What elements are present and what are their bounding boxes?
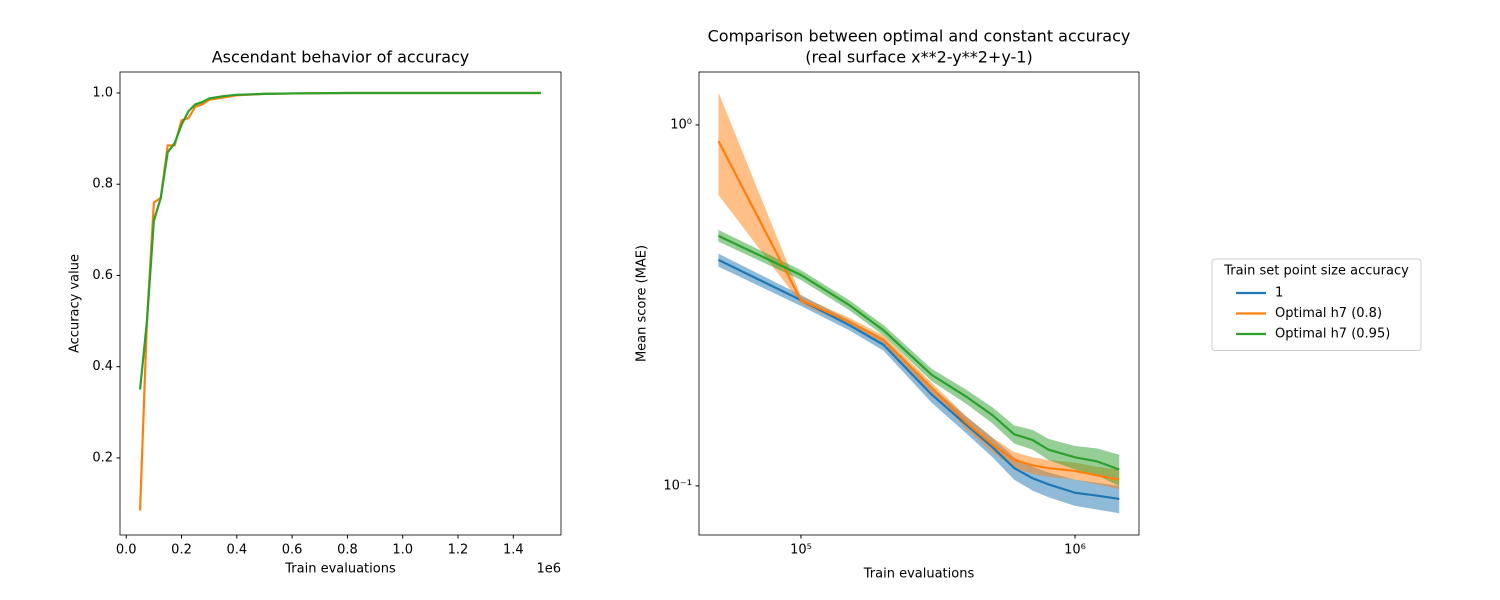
error-band [718,253,1120,514]
x-tick-label: 0.4 [226,543,247,558]
axes-frame [698,71,1140,536]
axes-frame [119,71,562,536]
x-tick-label: 10⁵ [790,543,812,558]
x-tick-label: 0.6 [282,543,303,558]
x-tick-label: 0.8 [337,543,358,558]
x-axis-label: Train evaluations [863,567,975,582]
error-band [718,92,1120,490]
y-axis-label: Accuracy value [68,254,83,353]
y-tick-label: 10⁻¹ [663,478,692,493]
x-tick-label: 1.0 [392,543,413,558]
error-band [718,229,1120,486]
line [717,234,1120,471]
chart-title: Comparison between optimal and constant … [708,27,1131,46]
x-axis-label: Train evaluations [284,562,396,577]
legend-label: Optimal h7 (0.8) [1275,306,1382,321]
legend-label: Optimal h7 (0.95) [1275,327,1390,342]
x-tick-label: 10⁶ [1064,543,1086,558]
x-tick-label: 1.4 [503,543,524,558]
y-axis-label: Mean score (MAE) [635,245,650,362]
y-tick-label: 1.0 [92,85,113,100]
x-tick-label: 0.2 [171,543,192,558]
y-tick-label: 0.2 [92,450,113,465]
legend-box [1211,258,1422,351]
line [138,91,541,390]
x-tick-label: 1.2 [448,543,469,558]
line [717,140,1120,481]
y-tick-label: 0.4 [92,359,113,374]
y-tick-label: 0.8 [92,177,113,192]
line [717,258,1120,501]
y-tick-label: 0.6 [92,268,113,283]
chart-title: Ascendant behavior of accuracy [212,48,470,67]
chart-subtitle: (real surface x**2-y**2+y-1) [805,48,1032,67]
y-tick-label: 10⁰ [670,117,692,132]
x-offset-label: 1e6 [536,562,561,577]
line [138,91,541,511]
x-tick-label: 0.0 [116,543,137,558]
legend-title: Train set point size accuracy [1223,264,1409,279]
legend-label: 1 [1275,286,1283,301]
